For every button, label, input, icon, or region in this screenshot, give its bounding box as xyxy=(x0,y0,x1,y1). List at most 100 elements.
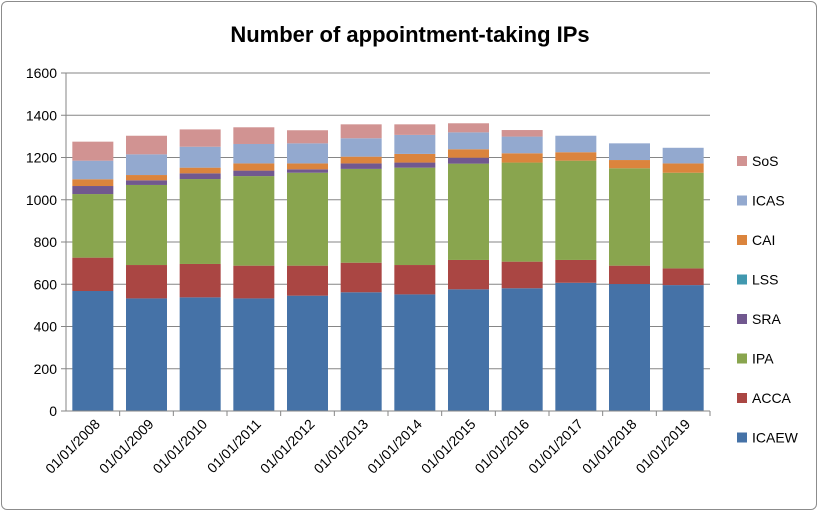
bar-segment-icaew xyxy=(448,289,489,411)
legend-swatch-icas xyxy=(737,195,747,206)
y-tick-label: 1600 xyxy=(26,65,57,81)
bar-segment-icas xyxy=(501,136,543,154)
legend-label-icaew: ICAEW xyxy=(752,430,799,446)
y-tick-label: 200 xyxy=(34,361,58,377)
bar-segment-sos xyxy=(340,124,382,139)
bar-segment-cai xyxy=(287,163,328,170)
bar-segment-cai xyxy=(394,153,436,163)
bar-segment-ipa xyxy=(287,172,328,266)
y-tick-label: 0 xyxy=(49,403,57,419)
bar-segment-icas xyxy=(233,143,275,164)
bar-segment-cai xyxy=(448,149,489,158)
bar-segment-sos xyxy=(394,124,436,135)
y-tick-label: 600 xyxy=(34,276,58,292)
bar-segment-icaew xyxy=(501,288,543,411)
bar-segment-icas xyxy=(662,147,704,164)
bar-segment-sos xyxy=(448,123,489,133)
bar-segment-acca xyxy=(394,265,436,295)
bar-segment-acca xyxy=(233,265,275,299)
legend-label-ipa: IPA xyxy=(752,351,774,367)
bar-segment-icas xyxy=(340,138,382,157)
bar-segment-icaew xyxy=(662,285,704,411)
bar-segment-icaew xyxy=(126,298,167,411)
bar-segment-ipa xyxy=(609,168,650,266)
bar-segment-sos xyxy=(72,141,114,161)
bar-segment-icas xyxy=(287,143,328,164)
bar-segment-icas xyxy=(179,146,221,168)
bar-segment-icaew xyxy=(394,294,436,411)
x-tick-label: 01/01/2016 xyxy=(471,416,532,477)
legend-label-sos: SoS xyxy=(752,153,778,169)
y-tick-label: 1200 xyxy=(26,150,57,166)
bar-segment-cai xyxy=(555,152,597,161)
x-tick-label: 01/01/2018 xyxy=(579,416,640,477)
bar-segment-ipa xyxy=(179,179,221,264)
bar-segment-sra xyxy=(394,162,436,168)
x-tick-label: 01/01/2011 xyxy=(204,416,264,476)
bar-segment-ipa xyxy=(233,176,275,266)
y-tick-label: 800 xyxy=(34,234,58,250)
bar-segment-cai xyxy=(72,179,114,187)
x-tick-label: 01/01/2010 xyxy=(149,416,210,477)
bar-segment-cai xyxy=(501,153,543,163)
bar-segment-cai xyxy=(340,156,382,164)
bar-segment-ipa xyxy=(501,162,543,262)
bar-segment-sra xyxy=(287,169,328,173)
legend-swatch-lss xyxy=(737,274,747,285)
legend-label-icas: ICAS xyxy=(752,193,785,209)
bar-segment-icas xyxy=(448,132,489,150)
bar-segment-ipa xyxy=(662,172,704,269)
bar-segment-ipa xyxy=(555,160,597,260)
bar-segment-sos xyxy=(287,130,328,144)
bar-segment-icaew xyxy=(287,295,328,411)
legend-swatch-cai xyxy=(737,235,747,245)
bar-segment-ipa xyxy=(340,168,382,263)
bar-segment-ipa xyxy=(126,184,167,266)
legend-swatch-icaew xyxy=(737,432,747,443)
bar-segment-cai xyxy=(662,163,704,173)
bar-segment-acca xyxy=(126,265,167,299)
bar-segment-ipa xyxy=(448,163,489,260)
bar-segment-cai xyxy=(126,175,167,181)
bar-segment-acca xyxy=(448,259,489,290)
bar-segment-sra xyxy=(233,170,275,177)
bar-segment-ipa xyxy=(72,194,114,258)
bar-segment-sra xyxy=(126,180,167,185)
x-tick-label: 01/01/2009 xyxy=(96,416,157,477)
bar-segment-icaew xyxy=(609,284,650,411)
legend-label-sra: SRA xyxy=(752,311,781,327)
x-tick-label: 01/01/2012 xyxy=(257,416,318,477)
x-tick-label: 01/01/2014 xyxy=(364,416,425,477)
legend-swatch-acca xyxy=(737,393,747,403)
bar-segment-icaew xyxy=(340,292,382,411)
bar-segment-icas xyxy=(72,160,114,180)
bar-segment-sra xyxy=(179,173,221,180)
y-tick-label: 1400 xyxy=(26,107,57,123)
legend-label-cai: CAI xyxy=(752,232,775,248)
bar-segment-sos xyxy=(179,129,221,147)
legend-label-lss: LSS xyxy=(752,272,778,288)
bar-segment-sra xyxy=(448,157,489,164)
bar-segment-icaew xyxy=(179,297,221,411)
bar-segment-ipa xyxy=(394,167,436,266)
bar-segment-sra xyxy=(340,163,382,169)
x-tick-label: 01/01/2015 xyxy=(418,416,479,477)
bar-segment-icaew xyxy=(233,298,275,411)
bar-segment-icaew xyxy=(555,282,597,411)
bar-segment-acca xyxy=(340,262,382,293)
bar-segment-cai xyxy=(609,160,650,169)
y-tick-label: 1000 xyxy=(26,192,57,208)
bar-segment-sra xyxy=(72,186,114,195)
legend-swatch-sos xyxy=(737,156,747,166)
bar-segment-acca xyxy=(72,257,114,292)
bar-segment-cai xyxy=(179,167,221,174)
bar-segment-cai xyxy=(233,163,275,171)
bar-segment-acca xyxy=(287,265,328,296)
bar-segment-acca xyxy=(501,261,543,289)
x-tick-label: 01/01/2013 xyxy=(310,416,371,477)
bar-segment-icas xyxy=(126,154,167,176)
x-tick-label: 01/01/2017 xyxy=(525,416,586,477)
legend-swatch-ipa xyxy=(737,353,747,364)
